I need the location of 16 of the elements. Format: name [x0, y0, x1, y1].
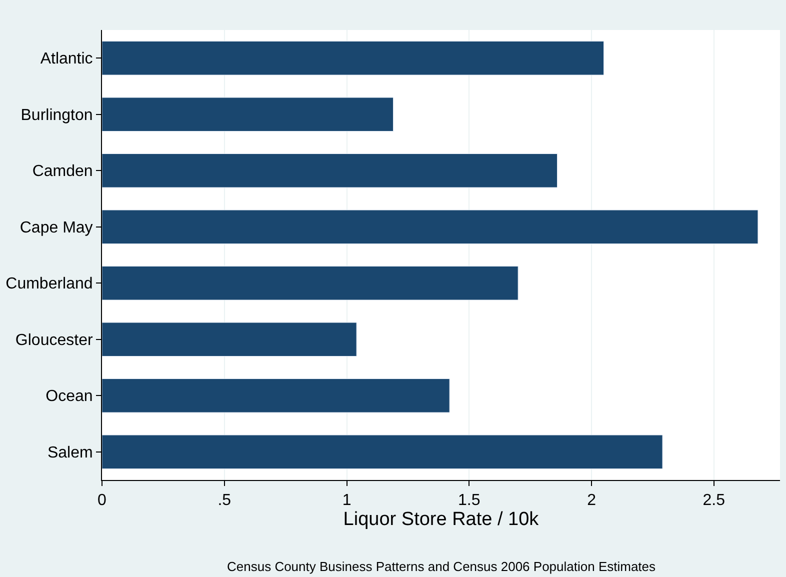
text: Census County Business Patterns and Census 2006 Population Estimates	[227, 559, 656, 574]
y-tick-label: Burlington	[20, 106, 93, 124]
y-tick-label: Gloucester	[15, 332, 94, 349]
y-tick-label: Ocean	[46, 388, 93, 406]
y-tick-label: Camden	[32, 163, 93, 180]
x-tick-label: 2.5	[702, 492, 726, 510]
y-tick-label: Salem	[47, 444, 93, 462]
y-tick-label: Cumberland	[6, 276, 93, 293]
x-tick-label: 0	[98, 492, 107, 510]
x-tick-label: .5	[218, 492, 232, 510]
x-tick-label: 1	[342, 492, 352, 510]
x-axis-title: Liquor Store Rate / 10k	[343, 509, 540, 530]
x-tick-label: 1.5	[458, 492, 480, 510]
x-tick-label: 2	[587, 492, 596, 510]
y-tick-label: Atlantic	[40, 50, 93, 68]
y-tick-label: Cape May	[20, 219, 93, 236]
